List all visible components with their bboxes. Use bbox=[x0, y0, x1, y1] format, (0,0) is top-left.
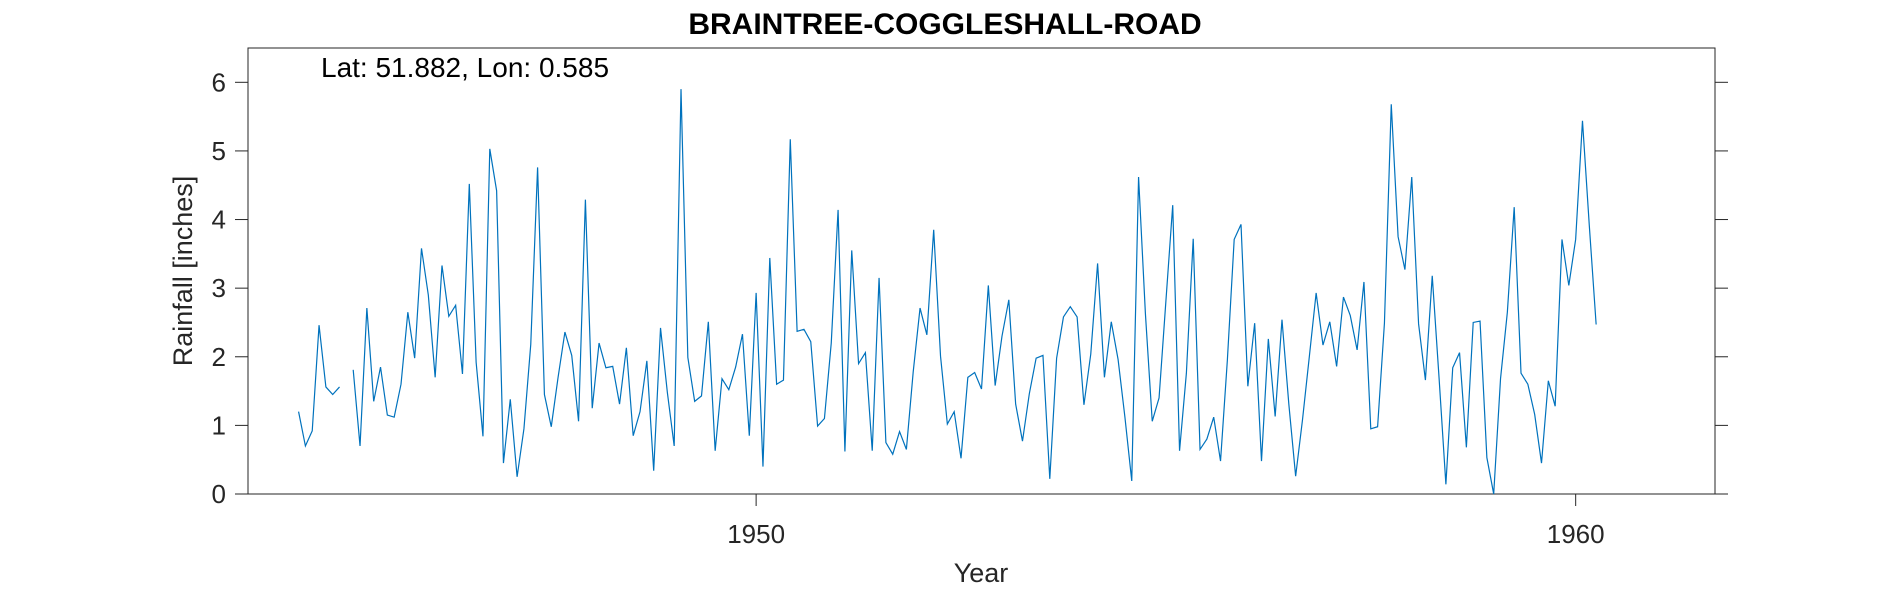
y-tick-label: 0 bbox=[212, 479, 226, 509]
y-tick-label: 2 bbox=[212, 342, 226, 372]
x-axis: 1950 1960 bbox=[727, 494, 1605, 549]
plot-area bbox=[247, 47, 1716, 495]
y-tick-label: 6 bbox=[212, 67, 226, 97]
x-tick-label: 1950 bbox=[727, 519, 785, 549]
location-annotation: Lat: 51.882, Lon: 0.585 bbox=[321, 52, 609, 83]
y-tick-label: 4 bbox=[212, 205, 226, 235]
y-tick-label: 3 bbox=[212, 273, 226, 303]
axes-frame bbox=[247, 47, 1716, 495]
x-tick-label: 1960 bbox=[1547, 519, 1605, 549]
rainfall-series-line-segment bbox=[352, 89, 1597, 495]
x-axis-label: Year bbox=[954, 558, 1009, 588]
y-tick-label: 5 bbox=[212, 136, 226, 166]
chart-title: BRAINTREE-COGGLESHALL-ROAD bbox=[688, 8, 1201, 41]
rainfall-series-segments bbox=[352, 89, 1597, 495]
y-axis-label: Rainfall [inches] bbox=[168, 176, 198, 367]
y-tick-label: 1 bbox=[212, 410, 226, 440]
rainfall-series-line bbox=[297, 325, 340, 448]
y-axis: 0 1 2 3 4 5 6 bbox=[212, 67, 1728, 509]
